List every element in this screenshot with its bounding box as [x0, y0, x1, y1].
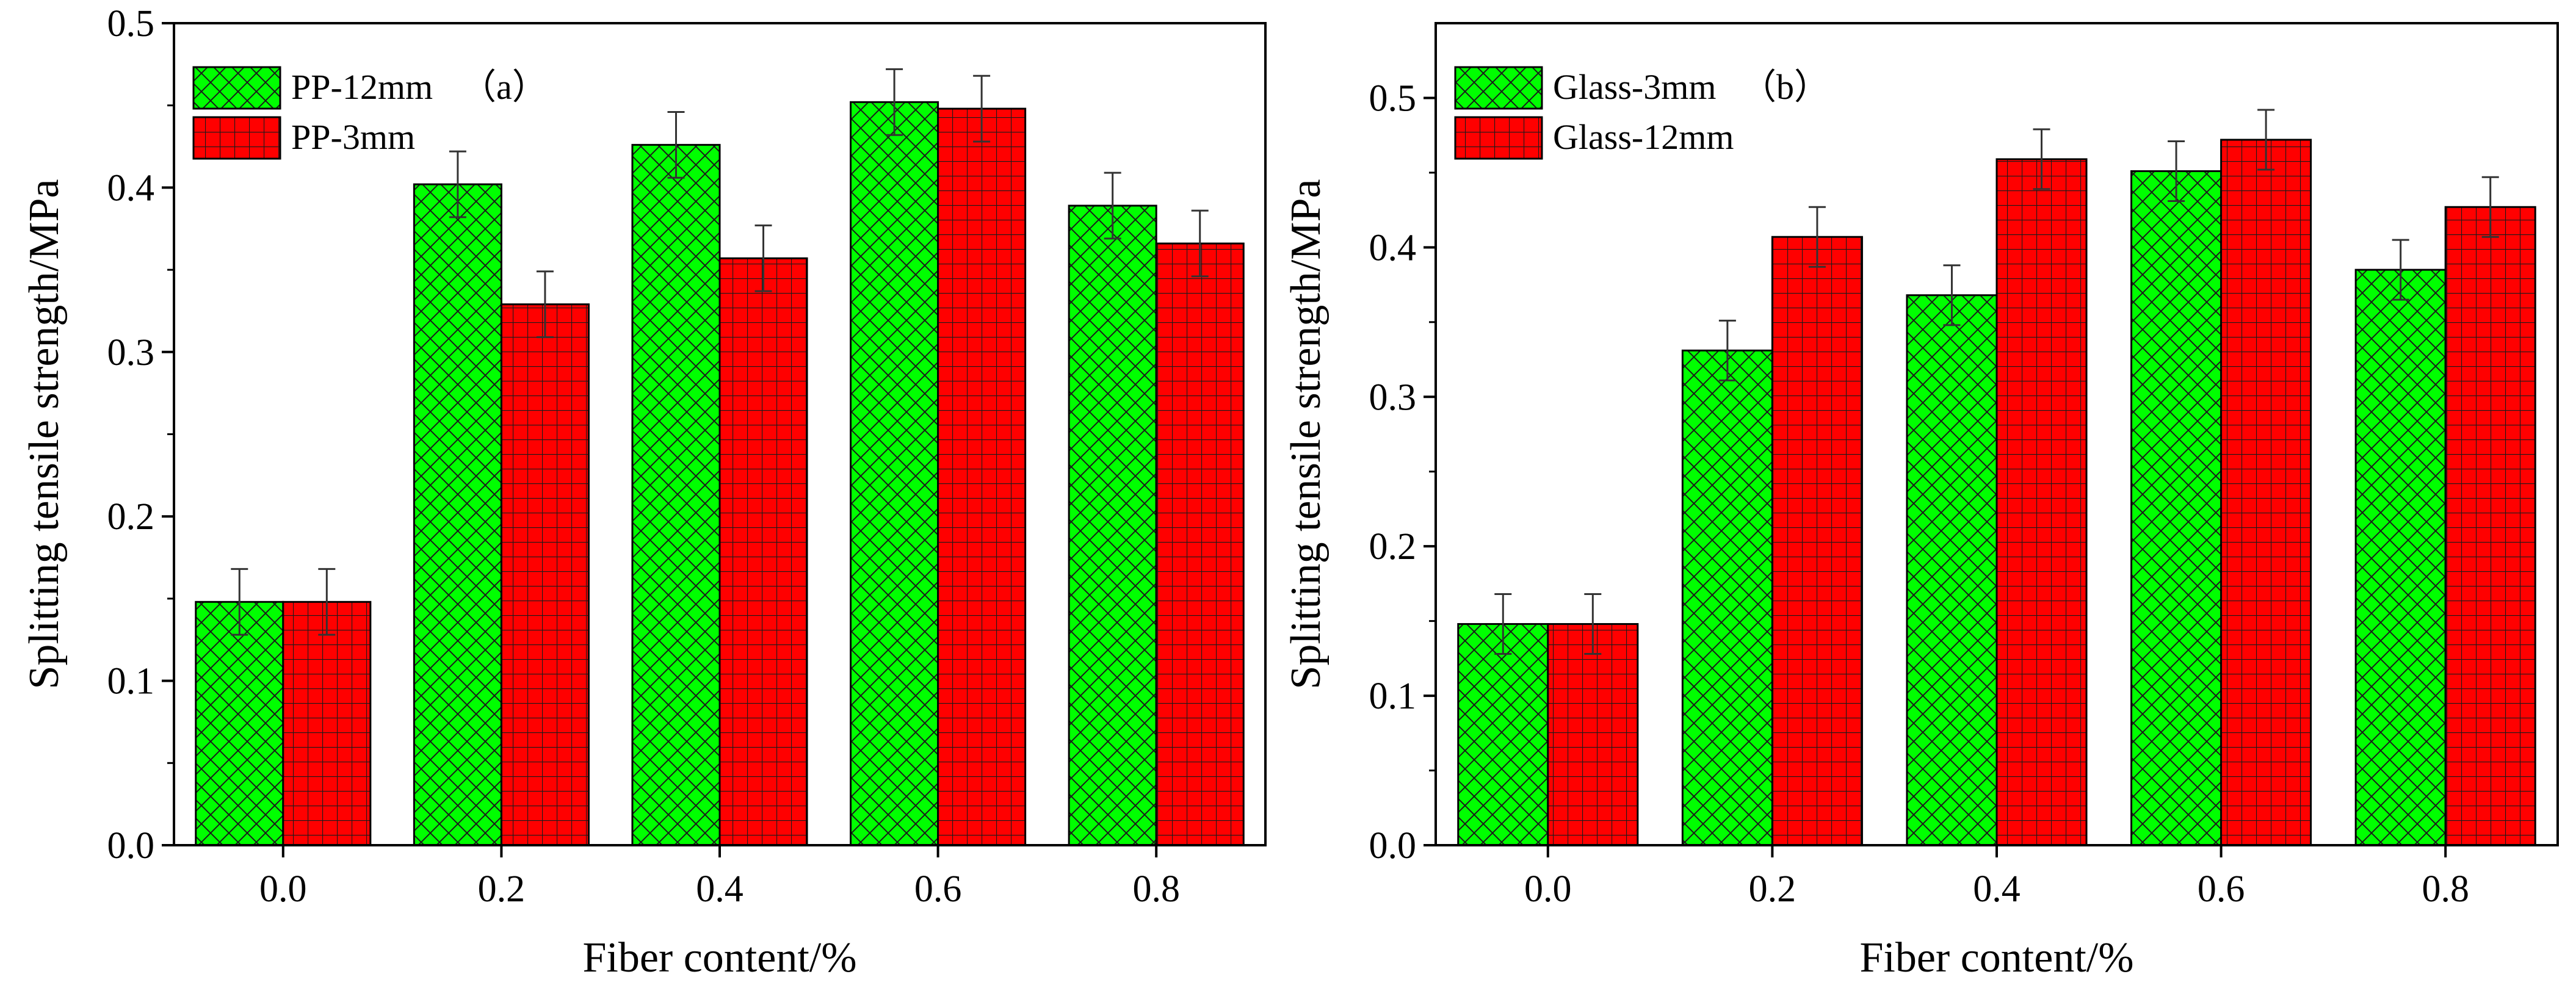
bar-Glass-3mm-0.4 — [1906, 294, 1998, 846]
error-bar-Glass-12mm-0.8 — [2481, 176, 2499, 238]
legend-label-PP-12mm: PP-12mm — [291, 67, 433, 107]
error-bar-Glass-12mm-0.0 — [1584, 593, 1602, 655]
y-tick-label: 0.4 — [107, 167, 155, 209]
chart-a: 0.0 0.1 0.2 0.3 0.4 0.5 0.0 0.2 0.4 0.6 0.8 Fiber c… — [21, 3, 1267, 981]
bar-PP-3mm-0.2 — [500, 303, 590, 846]
error-bar-PP-12mm-0.0 — [231, 568, 248, 636]
legend-label-Glass-3mm: Glass-3mm — [1553, 67, 1716, 107]
error-bar-PP-3mm-0.4 — [754, 224, 772, 292]
bar-PP-12mm-0.4 — [631, 143, 721, 846]
y-tick-label: 0.3 — [107, 332, 155, 373]
x-tick-label: 0.2 — [478, 868, 526, 910]
bar-Glass-12mm-0.2 — [1771, 236, 1863, 846]
error-bar-PP-3mm-0.8 — [1191, 209, 1209, 278]
x-tick-label: 0.6 — [2198, 868, 2245, 910]
error-bar-PP-12mm-0.2 — [449, 150, 466, 218]
bar-PP-3mm-0.8 — [1155, 242, 1245, 846]
x-axis-title: Fiber content/% — [582, 934, 856, 981]
y-tick-label: 0.2 — [107, 496, 155, 538]
error-bar-Glass-3mm-0.2 — [1718, 319, 1736, 381]
error-bar-Glass-3mm-0.6 — [2168, 140, 2185, 202]
bar-PP-3mm-0.0 — [282, 600, 372, 846]
error-bar-Glass-12mm-0.4 — [2033, 128, 2050, 190]
error-bar-Glass-3mm-0.4 — [1943, 264, 1961, 326]
y-tick-label: 0.4 — [1369, 227, 1417, 269]
x-tick-label: 0.4 — [1973, 868, 2021, 910]
x-tick-label: 0.4 — [696, 868, 743, 910]
x-tick-label: 0.2 — [1749, 868, 1796, 910]
bar-Glass-12mm-0.0 — [1547, 623, 1639, 846]
x-tick-label: 0.6 — [914, 868, 962, 910]
legend-swatch-PP-3mm — [192, 116, 281, 160]
panel-label: （b） — [1741, 67, 1829, 107]
error-bar-PP-12mm-0.4 — [667, 110, 685, 179]
legend-swatch-PP-12mm — [192, 66, 281, 110]
bar-PP-12mm-0.0 — [195, 600, 284, 846]
x-tick-label: 0.0 — [259, 868, 307, 910]
y-tick-label: 0.2 — [1369, 526, 1417, 568]
x-axis-title: Fiber content/% — [1859, 934, 2133, 981]
bar-PP-12mm-0.6 — [850, 101, 939, 846]
x-tick-label: 0.0 — [1524, 868, 1572, 910]
legend-label-PP-3mm: PP-3mm — [291, 117, 415, 157]
y-axis-title: Splitting tensile strength/MPa — [1283, 179, 1330, 689]
error-bar-Glass-3mm-0.8 — [2392, 239, 2409, 301]
legend-swatch-Glass-3mm — [1454, 66, 1543, 110]
y-tick-label: 0.1 — [107, 661, 155, 702]
error-bar-PP-12mm-0.6 — [886, 68, 903, 136]
y-axis-title: Splitting tensile strength/MPa — [21, 179, 68, 689]
y-tick-label: 0.5 — [1369, 78, 1417, 119]
bar-Glass-12mm-0.6 — [2220, 139, 2312, 846]
y-tick-label: 0.3 — [1369, 377, 1417, 418]
error-bar-PP-3mm-0.6 — [973, 74, 991, 143]
bar-Glass-12mm-0.8 — [2444, 206, 2536, 846]
bar-Glass-3mm-0.8 — [2354, 269, 2447, 846]
error-bar-Glass-12mm-0.6 — [2257, 109, 2275, 171]
legend-label-Glass-12mm: Glass-12mm — [1553, 117, 1734, 157]
y-tick-label: 0.0 — [107, 825, 155, 867]
y-tick-label: 0.0 — [1369, 825, 1417, 867]
x-tick-label: 0.8 — [2422, 868, 2469, 910]
bar-PP-12mm-0.8 — [1068, 204, 1157, 846]
y-tick-label: 0.5 — [107, 3, 155, 45]
bar-PP-3mm-0.4 — [718, 257, 808, 846]
panel-label: （a） — [461, 67, 548, 107]
bar-PP-12mm-0.2 — [413, 183, 502, 846]
error-bar-PP-3mm-0.2 — [536, 270, 554, 339]
error-bar-PP-3mm-0.0 — [318, 568, 336, 636]
bar-Glass-3mm-0.2 — [1681, 349, 1773, 846]
bar-Glass-3mm-0.0 — [1457, 623, 1549, 846]
legend-swatch-Glass-12mm — [1454, 116, 1543, 160]
error-bar-Glass-12mm-0.2 — [1808, 206, 1826, 268]
bar-PP-3mm-0.6 — [937, 107, 1027, 846]
chart-b: 0.0 0.1 0.2 0.3 0.4 0.5 0.0 0.2 0.4 0.6 0.8 Fiber c… — [1283, 22, 2559, 981]
y-tick-label: 0.1 — [1369, 676, 1417, 717]
error-bar-PP-12mm-0.8 — [1104, 171, 1121, 240]
x-tick-label: 0.8 — [1132, 868, 1180, 910]
error-bar-Glass-3mm-0.0 — [1494, 593, 1512, 655]
bar-Glass-3mm-0.6 — [2130, 170, 2223, 846]
bar-Glass-12mm-0.4 — [1995, 158, 2088, 846]
